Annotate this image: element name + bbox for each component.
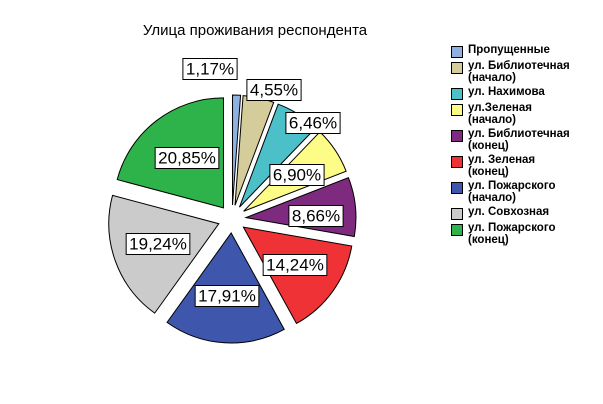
legend-label: ул. Совхозная — [468, 206, 550, 218]
slice-data-label: 6,90% — [269, 164, 325, 186]
svg-text:6,90%: 6,90% — [273, 166, 321, 185]
legend-item: ул. Пожарского (начало) — [451, 180, 601, 204]
legend-swatch — [451, 130, 463, 142]
svg-text:8,66%: 8,66% — [292, 207, 340, 226]
legend-swatch — [451, 208, 463, 220]
chart-title: Улица проживания респондента — [142, 22, 368, 39]
pie-slice — [232, 94, 242, 206]
legend-item: ул. Библиотечная (конец) — [451, 128, 601, 152]
svg-text:1,17%: 1,17% — [186, 60, 234, 79]
legend-swatch — [451, 156, 463, 168]
legend-item: ул. Совхозная — [451, 206, 601, 220]
svg-text:14,24%: 14,24% — [266, 256, 324, 275]
legend-label: ул. Нахимова — [468, 86, 545, 98]
legend-swatch — [451, 46, 463, 58]
legend-swatch — [451, 88, 463, 100]
legend-item: ул. Библиотечная (начало) — [451, 60, 601, 84]
svg-text:4,55%: 4,55% — [250, 81, 298, 100]
legend-label: ул. Пожарского (конец) — [468, 222, 556, 246]
legend-item: ул. Зеленая (конец) — [451, 154, 601, 178]
chart-legend: Пропущенные ул. Библиотечная (начало) ул. … — [451, 44, 601, 248]
slice-data-label: 1,17% — [182, 58, 238, 80]
slice-data-label: 20,85% — [154, 147, 220, 169]
legend-swatch — [451, 104, 463, 116]
legend-label: ул. Библиотечная (начало) — [468, 60, 570, 84]
legend-label: ул. Зеленая (конец) — [468, 154, 536, 178]
legend-swatch — [451, 224, 463, 236]
slice-data-label: 4,55% — [246, 79, 302, 101]
svg-text:17,91%: 17,91% — [198, 287, 256, 306]
slice-data-label: 17,91% — [194, 285, 260, 307]
svg-text:20,85%: 20,85% — [158, 149, 216, 168]
legend-label: ул. Пожарского (начало) — [468, 180, 556, 204]
legend-label: ул. Библиотечная (конец) — [468, 128, 570, 152]
legend-item: Пропущенные — [451, 44, 601, 58]
legend-label: ул.Зеленая (начало) — [468, 102, 532, 126]
slice-data-label: 8,66% — [288, 205, 344, 227]
slice-data-label: 14,24% — [262, 254, 328, 276]
slice-data-label: 6,46% — [285, 112, 341, 134]
legend-label: Пропущенные — [468, 44, 550, 56]
legend-swatch — [451, 182, 463, 194]
legend-item: ул. Нахимова — [451, 86, 601, 100]
legend-item: ул. Пожарского (конец) — [451, 222, 601, 246]
legend-swatch — [451, 62, 463, 74]
slice-data-label: 19,24% — [125, 233, 191, 255]
svg-text:6,46%: 6,46% — [289, 114, 337, 133]
svg-text:19,24%: 19,24% — [129, 235, 187, 254]
legend-item: ул.Зеленая (начало) — [451, 102, 601, 126]
